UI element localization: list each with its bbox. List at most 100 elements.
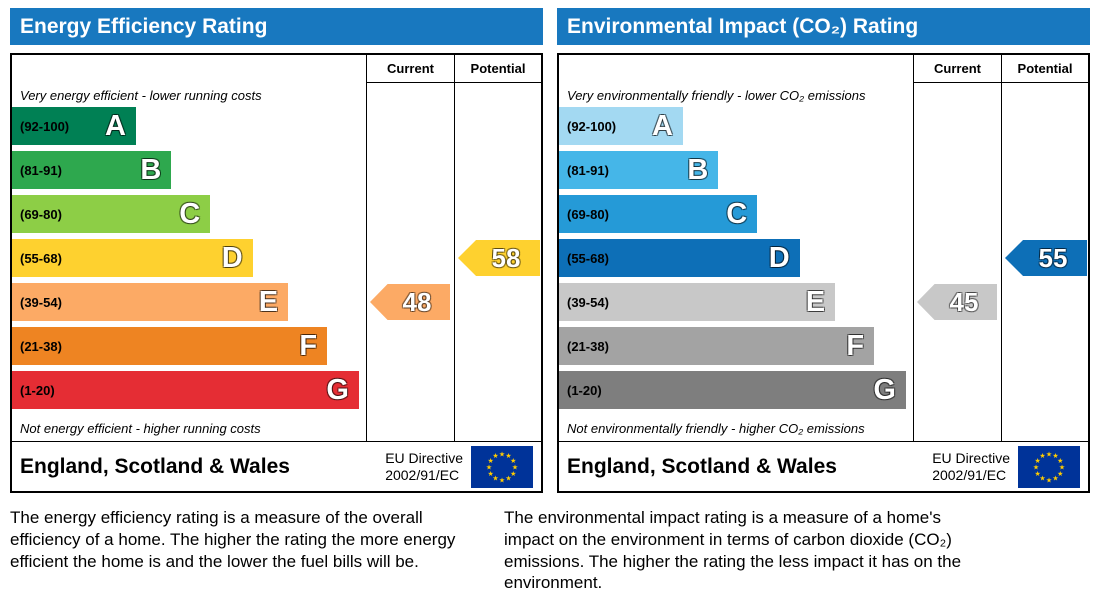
potential-rating-value: 58 [491, 243, 521, 273]
svg-text:★: ★ [486, 463, 492, 471]
table-header-row: Current Potential [559, 55, 1088, 83]
rating-table: Current Potential Very energy efficient … [10, 53, 543, 493]
band-a: (92-100) A [559, 107, 683, 145]
band-e: (39-54) E [12, 283, 289, 321]
band-row: (92-100) A [559, 107, 913, 151]
table-footer: England, Scotland & Wales EU Directive 2… [12, 441, 541, 491]
band-letter: C [179, 197, 201, 230]
rating-panels: Energy Efficiency Rating Current Potenti… [10, 8, 1090, 493]
column-divider [454, 83, 455, 441]
band-range: (81-91) [20, 162, 62, 178]
band-letter: D [768, 241, 790, 274]
band-row: (69-80) C [12, 195, 366, 239]
band-row: (81-91) B [12, 151, 366, 195]
current-rating-arrow: 48 [370, 284, 450, 320]
band-range: (21-38) [567, 338, 609, 354]
band-e: (39-54) E [559, 283, 836, 321]
table-header-row: Current Potential [12, 55, 541, 83]
current-rating-value: 45 [949, 287, 979, 317]
eu-directive-line2: 2002/91/EC [932, 466, 1007, 483]
svg-text:★: ★ [1046, 476, 1052, 484]
band-range: (1-20) [567, 382, 602, 398]
band-letter: B [687, 153, 709, 186]
epc-page: Energy Efficiency Rating Current Potenti… [10, 8, 1090, 594]
band-letter: F [846, 329, 865, 362]
band-b: (81-91) B [559, 151, 719, 189]
svg-text:★: ★ [1052, 452, 1058, 460]
band-g: (1-20) G [559, 371, 906, 409]
band-row: (81-91) B [559, 151, 913, 195]
band-row: (21-38) F [12, 327, 366, 371]
top-note: Very energy efficient - lower running co… [20, 87, 262, 103]
potential-rating-arrow: 55 [1005, 240, 1087, 276]
band-row: (55-68) D [559, 239, 913, 283]
svg-text:★: ★ [510, 456, 516, 464]
band-letter: C [726, 197, 748, 230]
band-row: (1-20) G [559, 371, 913, 415]
svg-text:★: ★ [492, 452, 498, 460]
bands: (92-100) A (81-91) B (69-80) C (55-68) D (39-54)… [12, 107, 541, 415]
panel-description: The energy efficiency rating is a measur… [10, 508, 456, 571]
panel-title: Energy Efficiency Rating [10, 8, 543, 45]
bottom-note: Not energy efficient - higher running co… [20, 420, 261, 436]
band-b: (81-91) B [12, 151, 172, 189]
band-range: (39-54) [567, 294, 609, 310]
svg-text:★: ★ [1035, 469, 1041, 477]
band-row: (21-38) F [559, 327, 913, 371]
potential-column-header: Potential [1001, 55, 1088, 83]
band-row: (1-20) G [12, 371, 366, 415]
svg-text:★: ★ [492, 474, 498, 482]
svg-text:★: ★ [1039, 452, 1045, 460]
eu-directive-line1: EU Directive [932, 450, 1010, 467]
band-letter: B [140, 153, 162, 186]
chart-body: Very environmentally friendly - lower CO… [559, 83, 1088, 441]
band-f: (21-38) F [559, 327, 875, 365]
eu-directive-line1: EU Directive [385, 450, 463, 467]
band-d: (55-68) D [559, 239, 800, 277]
band-d: (55-68) D [12, 239, 253, 277]
bottom-note: Not environmentally friendly - higher CO… [567, 420, 865, 436]
potential-rating-arrow: 58 [458, 240, 540, 276]
band-range: (21-38) [20, 338, 62, 354]
svg-text:★: ★ [1039, 474, 1045, 482]
rating-table: Current Potential Very environmentally f… [557, 53, 1090, 493]
potential-column-header: Potential [454, 55, 541, 83]
bands: (92-100) A (81-91) B (69-80) C (55-68) D (39-54)… [559, 107, 1088, 415]
band-range: (69-80) [567, 206, 609, 222]
current-column-header: Current [366, 55, 454, 83]
eu-directive-label: EU Directive 2002/91/EC [385, 450, 463, 482]
band-c: (69-80) C [559, 195, 758, 233]
band-range: (92-100) [567, 118, 617, 134]
band-range: (55-68) [20, 250, 62, 266]
chart-column-header [12, 55, 366, 83]
eu-directive-line2: 2002/91/EC [385, 466, 460, 483]
svg-text:★: ★ [1059, 463, 1065, 471]
region-label: England, Scotland & Wales [20, 454, 290, 478]
chart-body: Very energy efficient - lower running co… [12, 83, 541, 441]
band-row: (69-80) C [559, 195, 913, 239]
svg-text:★: ★ [1033, 463, 1039, 471]
band-f: (21-38) F [12, 327, 328, 365]
rating-panel: Energy Efficiency Rating Current Potenti… [10, 8, 543, 493]
band-row: (39-54) E [559, 283, 913, 327]
band-range: (81-91) [567, 162, 609, 178]
region-label: England, Scotland & Wales [567, 454, 837, 478]
current-rating-value: 48 [402, 287, 432, 317]
band-range: (1-20) [20, 382, 55, 398]
svg-text:★: ★ [499, 476, 505, 484]
band-letter: E [258, 285, 279, 318]
eu-directive-label: EU Directive 2002/91/EC [932, 450, 1010, 482]
svg-text:★: ★ [488, 456, 494, 464]
band-letter: A [651, 109, 673, 142]
svg-text:★: ★ [1035, 456, 1041, 464]
current-rating-arrow: 45 [917, 284, 997, 320]
chart-column-header [559, 55, 913, 83]
band-row: (39-54) E [12, 283, 366, 327]
band-range: (92-100) [20, 118, 70, 134]
svg-text:★: ★ [512, 463, 518, 471]
rating-panel: Environmental Impact (CO₂) Rating Curren… [557, 8, 1090, 493]
svg-text:★: ★ [1046, 450, 1052, 458]
band-row: (92-100) A [12, 107, 366, 151]
band-range: (55-68) [567, 250, 609, 266]
svg-text:★: ★ [505, 474, 511, 482]
